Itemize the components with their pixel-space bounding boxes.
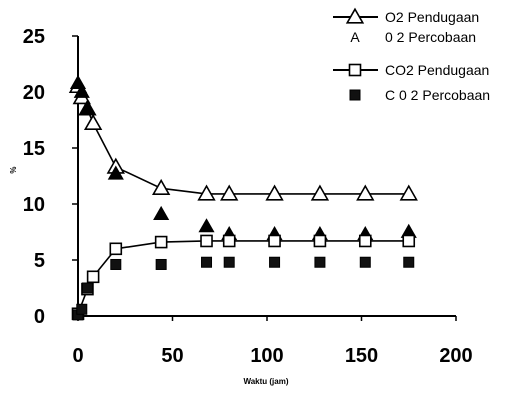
x-tick-label: 200 xyxy=(439,345,472,367)
data-point xyxy=(265,184,284,201)
data-point xyxy=(269,256,281,268)
data-point xyxy=(154,235,168,249)
x-tick-label: 0 xyxy=(72,345,83,367)
series-line xyxy=(77,86,409,195)
data-point xyxy=(86,270,100,284)
data-point xyxy=(153,205,170,220)
legend-label: C 0 2 Percobaan xyxy=(385,87,490,103)
legend-label: O2 Pendugaan xyxy=(385,9,479,25)
data-point xyxy=(79,100,96,115)
data-point xyxy=(151,178,171,195)
data-point xyxy=(198,218,215,233)
data-point xyxy=(313,234,327,248)
y-tick-label: 25 xyxy=(23,26,45,48)
y-axis-label: % xyxy=(9,166,18,173)
data-point xyxy=(399,184,418,201)
x-tick-label: 50 xyxy=(161,345,183,367)
data-point xyxy=(109,242,123,256)
data-point xyxy=(201,256,213,268)
data-point xyxy=(403,256,415,268)
data-point xyxy=(359,256,371,268)
data-point xyxy=(200,234,213,248)
legend-marker xyxy=(345,7,365,24)
data-point xyxy=(107,165,124,180)
data-point xyxy=(76,303,88,315)
x-axis-label: Waktu (jam) xyxy=(243,377,288,386)
y-tick-label: 15 xyxy=(23,138,45,160)
y-tick-label: 20 xyxy=(23,82,45,104)
data-point xyxy=(73,83,90,98)
legend-marker xyxy=(348,63,362,77)
data-point xyxy=(358,234,372,248)
y-tick-label: 10 xyxy=(23,194,45,216)
data-point xyxy=(222,234,236,248)
data-point xyxy=(314,256,326,268)
data-point xyxy=(310,184,330,201)
legend-label: CO2 Pendugaan xyxy=(385,62,489,78)
y-tick-label: 5 xyxy=(34,250,45,272)
legend-label: 0 2 Percobaan xyxy=(385,29,476,45)
data-point xyxy=(268,234,281,248)
x-tick-label: 150 xyxy=(345,345,378,367)
legend-marker xyxy=(349,89,361,101)
data-point xyxy=(197,184,216,201)
data-point xyxy=(356,184,375,201)
data-point xyxy=(402,234,416,248)
data-point xyxy=(83,113,103,131)
data-point xyxy=(81,282,93,294)
series-line xyxy=(77,240,409,315)
legend-marker: A xyxy=(350,29,360,45)
x-tick-label: 100 xyxy=(250,345,283,367)
data-point xyxy=(223,256,235,268)
data-point xyxy=(155,258,167,270)
data-point xyxy=(110,258,122,270)
data-point xyxy=(220,184,239,201)
y-tick-label: 0 xyxy=(34,306,45,328)
